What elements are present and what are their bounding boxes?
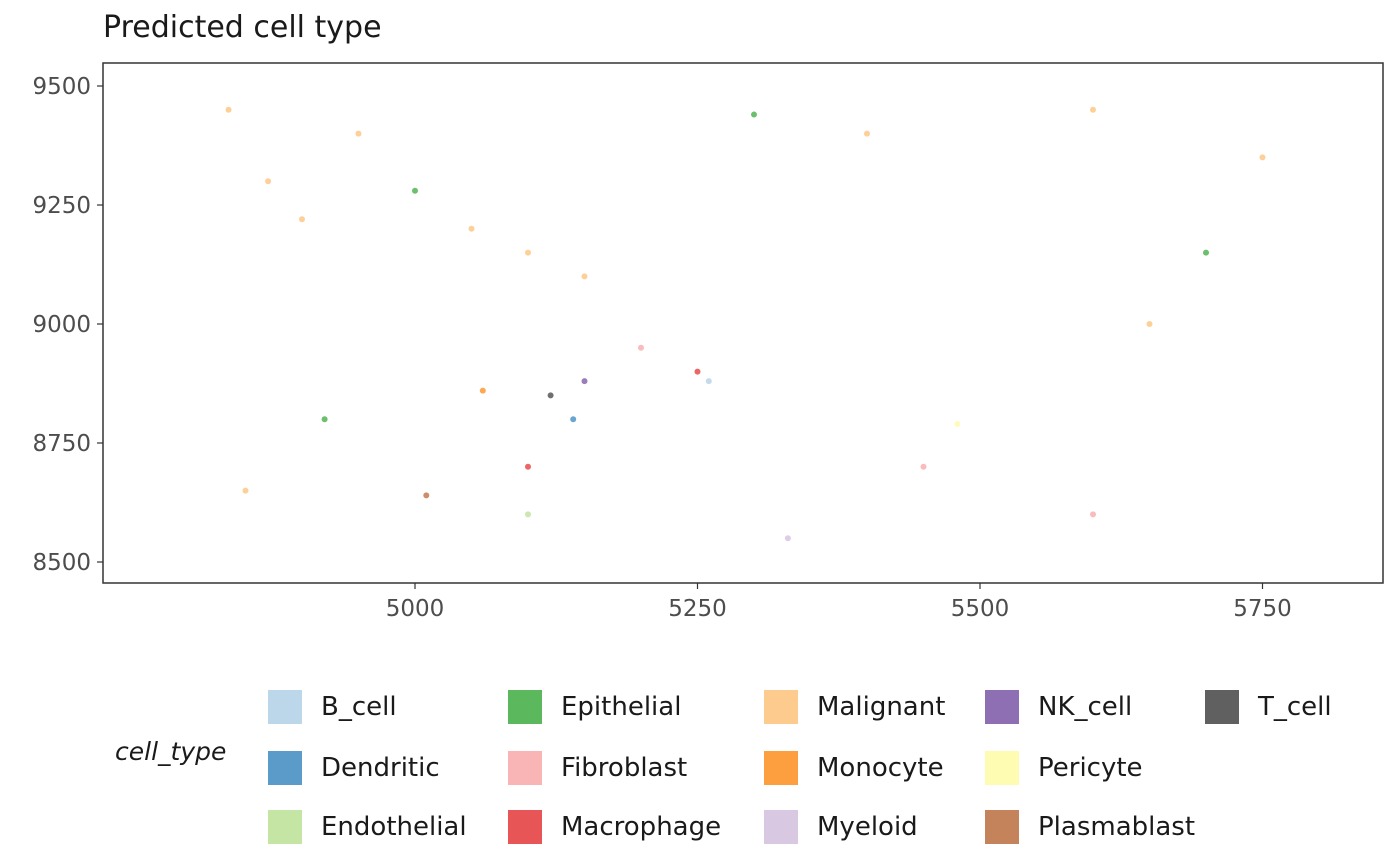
point-epithelial-12: [412, 187, 418, 194]
legend-label: Dendritic: [321, 753, 440, 783]
point-epithelial-15: [1203, 249, 1209, 256]
legend-key: [985, 810, 1019, 844]
y-tick-label: 8750: [32, 431, 91, 457]
x-tick-label: 5250: [668, 596, 727, 622]
legend-label: B_cell: [321, 692, 397, 722]
legend-item-fibroblast: Fibroblast: [508, 751, 687, 785]
y-tick-label: 8500: [32, 550, 91, 576]
legend-key: [764, 690, 798, 724]
point-malignant-6: [581, 273, 588, 280]
x-tick-label: 5750: [1233, 596, 1292, 622]
legend-label: Endothelial: [321, 812, 467, 842]
legend-key: [985, 690, 1019, 724]
legend-item-epithelial: Epithelial: [508, 690, 681, 724]
legend-item-malignant: Malignant: [764, 690, 945, 724]
y-axis: 8500 8750 9000 9250 9500: [32, 74, 103, 576]
x-tick-label: 5500: [951, 596, 1010, 622]
point-malignant-1: [265, 178, 272, 185]
legend-label: Fibroblast: [561, 753, 688, 783]
legend-key: [268, 690, 302, 724]
legend-label: T_cell: [1258, 692, 1332, 722]
legend-item-plasmablast: Plasmablast: [985, 810, 1195, 844]
point-myeloid-28: [784, 535, 791, 542]
legend-item-pericyte: Pericyte: [985, 751, 1143, 785]
y-tick-label: 9500: [32, 74, 91, 100]
points-layer: [225, 106, 1266, 542]
legend-key: [268, 751, 302, 785]
legend-label: Myeloid: [817, 812, 918, 842]
legend: B_cell Dendritic Endothelial Epithelial Fibr…: [0, 660, 1400, 850]
legend-key: [508, 751, 542, 785]
point-monocyte-27: [479, 387, 486, 394]
legend-key: [764, 751, 798, 785]
legend-key: [1205, 690, 1239, 724]
point-malignant-9: [1259, 154, 1266, 161]
point-malignant-5: [525, 249, 531, 256]
point-fibroblast-16: [638, 344, 644, 351]
legend-item-endothelial: Endothelial: [268, 810, 467, 844]
chart-title: Predicted cell type: [103, 10, 382, 45]
point-epithelial-13: [751, 111, 757, 118]
point-pericyte-25: [954, 420, 961, 427]
point-endothelial-26: [525, 511, 531, 518]
point-b-cell-24: [705, 378, 712, 385]
point-malignant-8: [1090, 106, 1096, 113]
legend-key: [764, 810, 798, 844]
legend-key: [508, 690, 542, 724]
legend-label: Pericyte: [1038, 753, 1143, 783]
legend-label: Epithelial: [561, 692, 682, 722]
plot-area: 5000 5250 5500 5750 8500 8750 9000 9250 9500: [32, 62, 1384, 622]
point-malignant-3: [355, 130, 362, 137]
legend-item-monocyte: Monocyte: [764, 751, 944, 785]
legend-label: Malignant: [817, 692, 946, 722]
point-dendritic-23: [570, 416, 577, 423]
point-fibroblast-18: [1090, 511, 1096, 518]
legend-label: NK_cell: [1038, 692, 1133, 722]
point-nk-cell-22: [581, 378, 588, 385]
legend-label: Plasmablast: [1038, 812, 1196, 842]
legend-item-t-cell: T_cell: [1205, 690, 1332, 724]
legend-item-myeloid: Myeloid: [764, 810, 918, 844]
legend-label: Monocyte: [817, 753, 944, 783]
point-malignant-2: [299, 216, 305, 223]
point-plasmablast-29: [423, 492, 430, 499]
point-malignant-11: [1146, 321, 1153, 327]
legend-item-b-cell: B_cell: [268, 690, 397, 724]
point-malignant-7: [864, 130, 870, 137]
legend-key: [508, 810, 542, 844]
legend-label: Macrophage: [561, 812, 722, 842]
y-tick-label: 9000: [32, 312, 91, 338]
legend-item-macrophage: Macrophage: [508, 810, 721, 844]
legend-item-dendritic: Dendritic: [268, 751, 440, 785]
legend-key: [268, 810, 302, 844]
point-macrophage-21: [694, 368, 701, 375]
y-tick-label: 9250: [32, 193, 91, 219]
x-tick-label: 5000: [386, 596, 445, 622]
point-malignant-10: [242, 487, 249, 494]
point-malignant-0: [225, 106, 232, 113]
point-malignant-4: [468, 225, 475, 232]
point-epithelial-14: [321, 416, 328, 423]
point-macrophage-20: [525, 463, 531, 470]
legend-title: cell_type: [115, 737, 227, 766]
point-t-cell-19: [547, 392, 554, 399]
legend-key: [985, 751, 1019, 785]
legend-item-nk-cell: NK_cell: [985, 690, 1132, 724]
panel-border: [102, 62, 1384, 584]
point-fibroblast-17: [920, 463, 927, 470]
x-axis: 5000 5250 5500 5750: [386, 583, 1292, 622]
